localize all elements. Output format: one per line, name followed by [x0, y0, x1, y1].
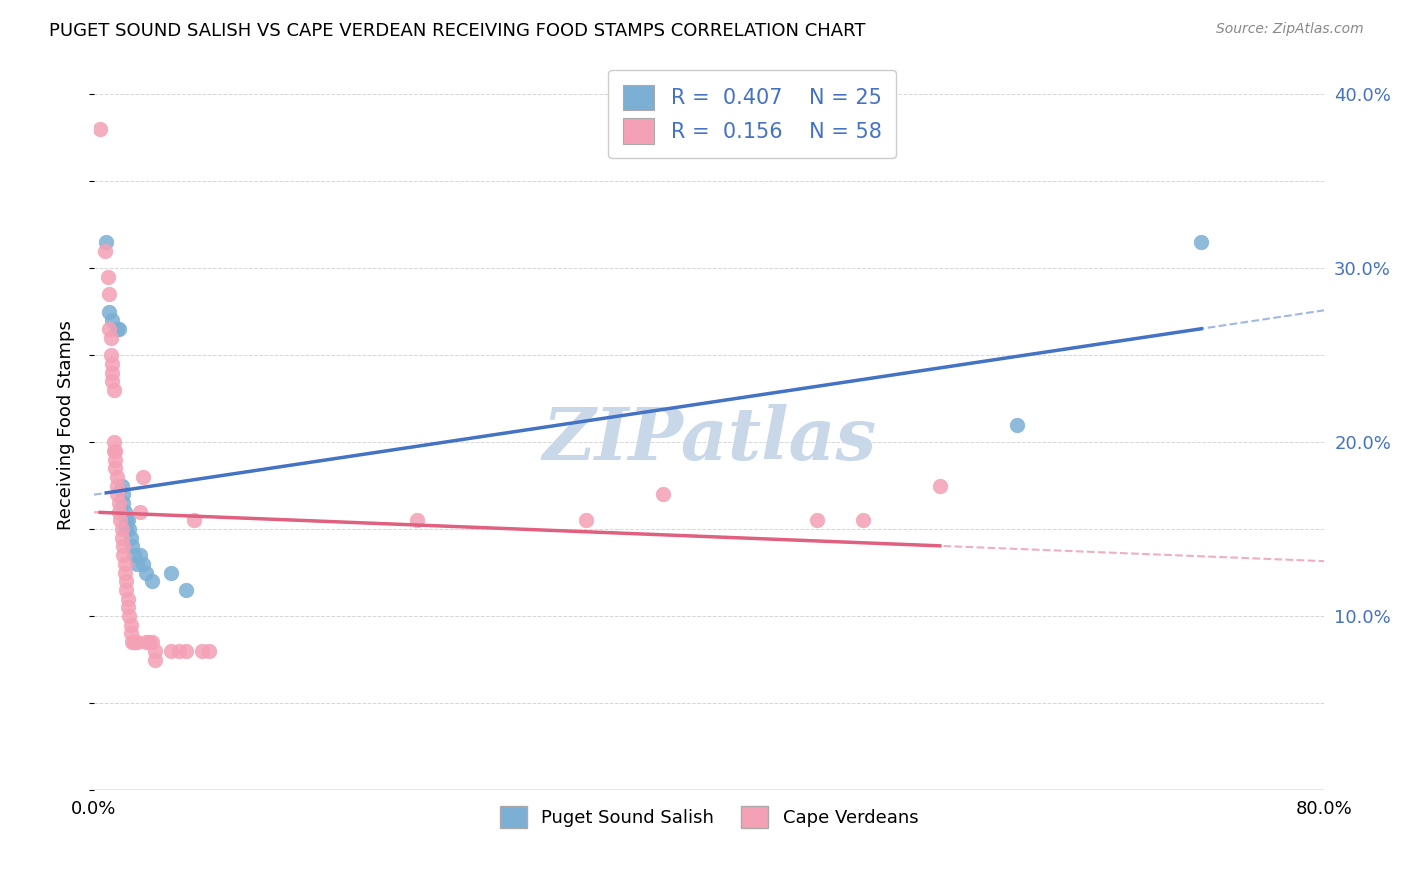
Point — [105, 470, 128, 484]
Point — [107, 505, 129, 519]
Point — [115, 522, 138, 536]
Y-axis label: Receiving Food Stamps: Receiving Food Stamps — [58, 320, 75, 530]
Point — [575, 513, 598, 527]
Point — [652, 487, 675, 501]
Point — [104, 443, 127, 458]
Point — [105, 322, 128, 336]
Point — [97, 269, 120, 284]
Point — [112, 496, 135, 510]
Point — [120, 531, 142, 545]
Point — [105, 487, 128, 501]
Point — [115, 574, 138, 589]
Point — [101, 313, 124, 327]
Point — [96, 235, 118, 250]
Point — [145, 644, 167, 658]
Point — [129, 548, 152, 562]
Point — [108, 513, 131, 527]
Point — [928, 478, 950, 492]
Point — [125, 635, 148, 649]
Point — [160, 644, 183, 658]
Point — [112, 487, 135, 501]
Point — [98, 322, 121, 336]
Point — [167, 644, 190, 658]
Point — [132, 470, 155, 484]
Point — [852, 513, 875, 527]
Text: PUGET SOUND SALISH VS CAPE VERDEAN RECEIVING FOOD STAMPS CORRELATION CHART: PUGET SOUND SALISH VS CAPE VERDEAN RECEI… — [49, 22, 866, 40]
Point — [101, 357, 124, 371]
Point — [117, 513, 139, 527]
Point — [174, 644, 197, 658]
Point — [110, 522, 132, 536]
Point — [198, 644, 221, 658]
Point — [1189, 235, 1212, 250]
Text: Source: ZipAtlas.com: Source: ZipAtlas.com — [1216, 22, 1364, 37]
Point — [120, 617, 142, 632]
Point — [806, 513, 828, 527]
Point — [118, 609, 141, 624]
Point — [122, 548, 145, 562]
Point — [183, 513, 205, 527]
Point — [129, 505, 152, 519]
Point — [135, 635, 157, 649]
Point — [174, 582, 197, 597]
Point — [107, 496, 129, 510]
Point — [114, 557, 136, 571]
Point — [112, 548, 135, 562]
Point — [125, 557, 148, 571]
Point — [112, 540, 135, 554]
Point — [101, 374, 124, 388]
Point — [141, 574, 163, 589]
Point — [138, 635, 160, 649]
Point — [93, 244, 115, 258]
Point — [98, 287, 121, 301]
Point — [160, 566, 183, 580]
Point — [89, 122, 111, 136]
Point — [141, 635, 163, 649]
Point — [110, 531, 132, 545]
Point — [190, 644, 212, 658]
Point — [122, 635, 145, 649]
Point — [100, 331, 122, 345]
Point — [1005, 417, 1028, 432]
Point — [100, 348, 122, 362]
Point — [104, 461, 127, 475]
Point — [105, 478, 128, 492]
Point — [145, 652, 167, 666]
Point — [117, 600, 139, 615]
Point — [118, 522, 141, 536]
Point — [114, 505, 136, 519]
Point — [104, 452, 127, 467]
Point — [101, 366, 124, 380]
Point — [121, 635, 143, 649]
Point — [135, 566, 157, 580]
Point — [107, 322, 129, 336]
Point — [103, 383, 125, 397]
Point — [115, 582, 138, 597]
Point — [124, 635, 146, 649]
Point — [132, 557, 155, 571]
Legend: Puget Sound Salish, Cape Verdeans: Puget Sound Salish, Cape Verdeans — [492, 799, 925, 836]
Point — [103, 443, 125, 458]
Point — [114, 566, 136, 580]
Point — [115, 513, 138, 527]
Point — [110, 478, 132, 492]
Point — [121, 540, 143, 554]
Point — [103, 435, 125, 450]
Point — [406, 513, 429, 527]
Point — [98, 304, 121, 318]
Point — [117, 591, 139, 606]
Text: ZIPatlas: ZIPatlas — [543, 404, 876, 475]
Point — [120, 626, 142, 640]
